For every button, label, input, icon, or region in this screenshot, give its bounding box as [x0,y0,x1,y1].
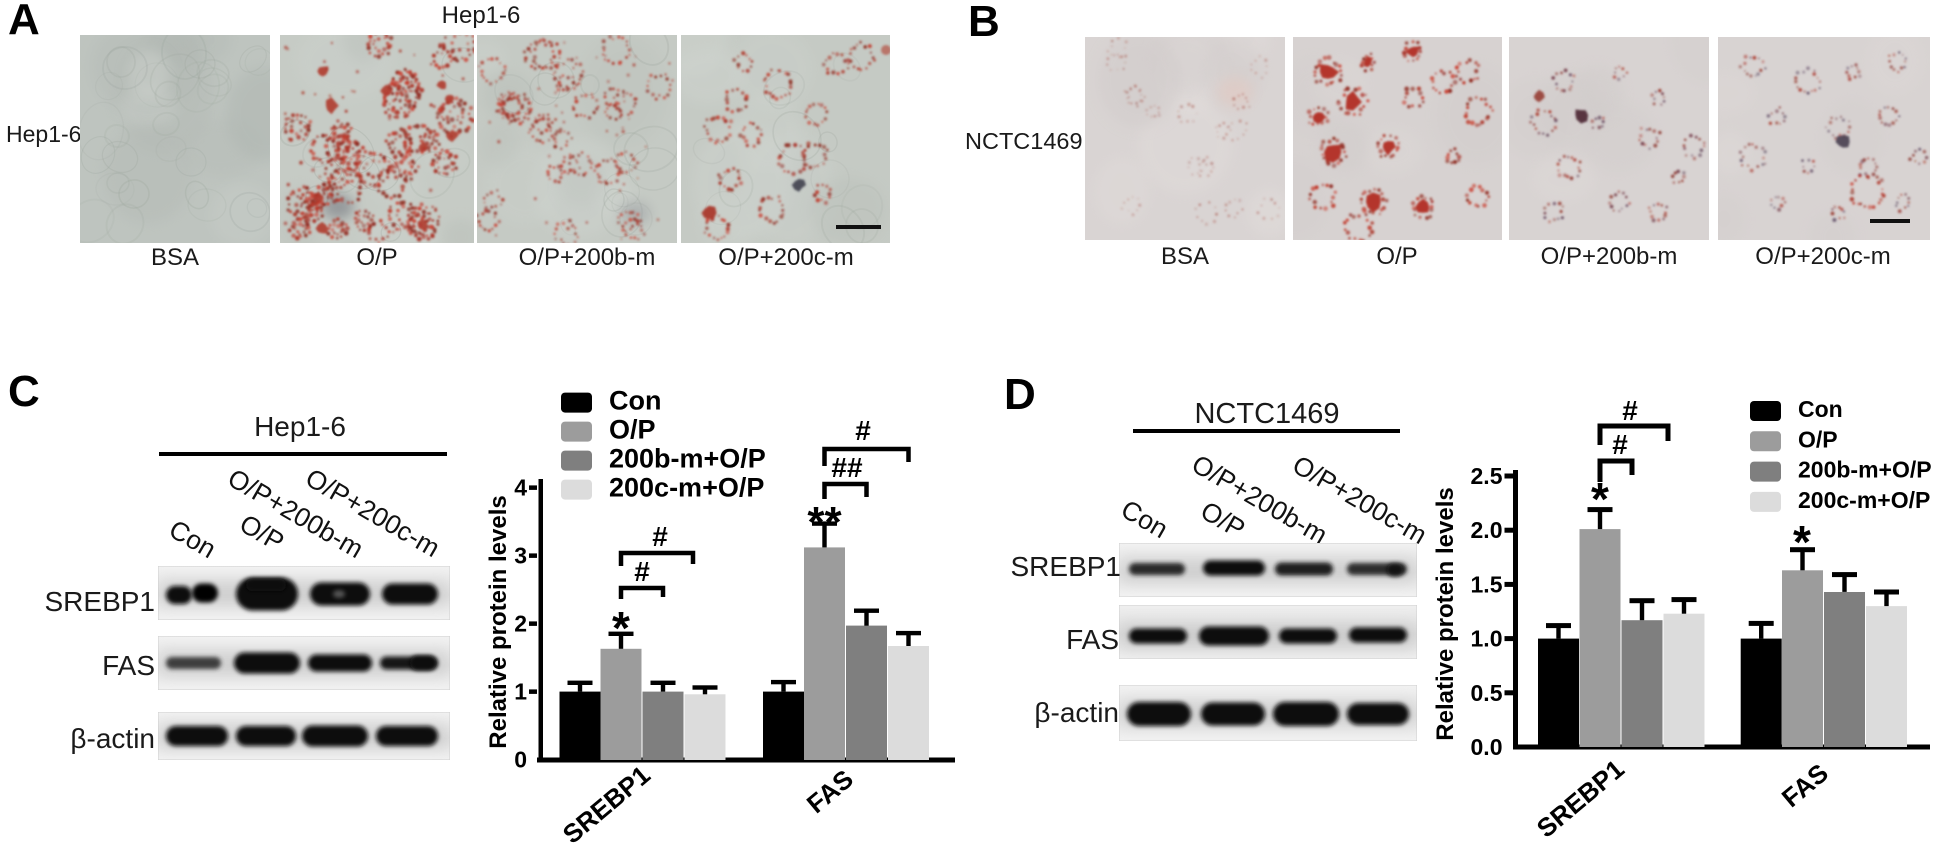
svg-text:0: 0 [514,747,527,773]
svg-text:200b-m+O/P: 200b-m+O/P [609,444,766,474]
svg-text:0.0: 0.0 [1471,734,1503,760]
svg-text:SREBP1: SREBP1 [1531,754,1630,844]
svg-text:0.5: 0.5 [1471,680,1503,706]
svg-text:Relative protein levels: Relative protein levels [485,495,512,748]
svg-text:SREBP1: SREBP1 [557,760,656,850]
svg-text:1.5: 1.5 [1471,571,1503,597]
svg-text:3: 3 [514,543,527,569]
svg-text:2.0: 2.0 [1471,517,1503,543]
svg-text:4: 4 [514,475,527,501]
svg-text:Con: Con [1798,396,1843,422]
svg-text:1: 1 [514,679,527,705]
svg-text:200c-m+O/P: 200c-m+O/P [609,473,764,503]
svg-text:O/P: O/P [1798,426,1838,452]
svg-text:200c-m+O/P: 200c-m+O/P [1798,487,1930,513]
svg-text:#: # [652,521,668,552]
svg-text:#: # [1612,429,1628,460]
svg-text:Relative protein levels: Relative protein levels [1432,487,1459,740]
svg-text:2.5: 2.5 [1471,463,1503,489]
svg-text:*: * [612,602,630,654]
svg-text:200b-m+O/P: 200b-m+O/P [1798,457,1932,483]
svg-text:*: * [1793,516,1811,568]
svg-text:1.0: 1.0 [1471,626,1503,652]
svg-text:#: # [855,415,871,446]
svg-text:FAS: FAS [1776,758,1834,813]
svg-text:#: # [634,556,650,587]
svg-text:**: ** [807,498,842,547]
svg-text:FAS: FAS [801,764,859,819]
svg-text:*: * [1591,473,1609,525]
svg-text:Con: Con [609,386,661,416]
svg-text:2: 2 [514,611,527,637]
svg-text:#: # [1622,395,1638,426]
svg-text:##: ## [831,452,863,483]
svg-text:O/P: O/P [609,415,656,445]
